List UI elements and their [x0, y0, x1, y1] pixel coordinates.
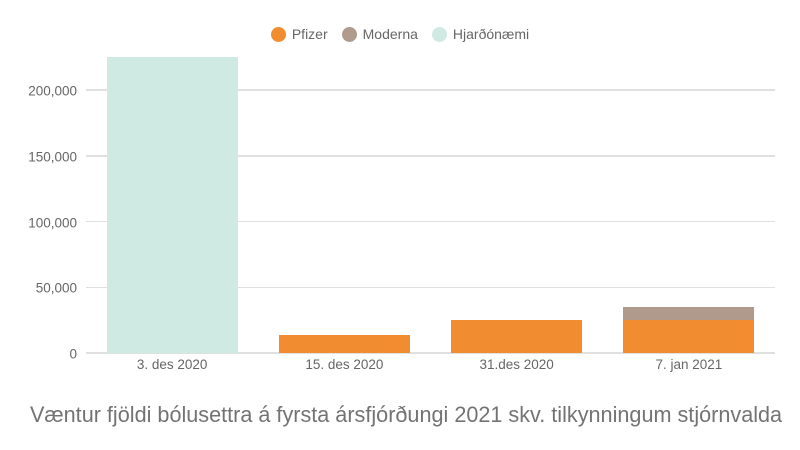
bar-pfizer[interactable]: [623, 320, 755, 353]
bar-moderna[interactable]: [623, 306, 755, 321]
legend-label: Pfizer: [291, 26, 328, 42]
legend-label: Moderna: [362, 26, 418, 42]
x-tick-label: 3. des 2020: [136, 357, 208, 372]
legend-dot-icon: [431, 26, 447, 42]
plot-area: [86, 0, 775, 354]
gridline: [86, 352, 775, 354]
y-tick-label: 100,000: [28, 215, 77, 230]
gridline: [86, 286, 775, 288]
x-tick-label: 15. des 2020: [305, 357, 384, 372]
chart-legend: Pfizer Moderna Hjarðónæmi: [0, 24, 800, 44]
gridline: [86, 155, 775, 157]
y-tick-label: 50,000: [35, 280, 77, 296]
chart-title: Væntur fjöldi bólusettra á fyrsta ársfjó…: [30, 402, 783, 427]
legend-dot-icon: [341, 26, 357, 42]
y-tick-label: 200,000: [28, 83, 77, 99]
legend-item-pfizer[interactable]: Pfizer: [270, 26, 328, 42]
legend-item-hjarðónæmi[interactable]: Hjarðónæmi: [431, 26, 530, 42]
bar-hjarðónæmi[interactable]: [106, 57, 238, 353]
y-tick-label: 0: [69, 346, 77, 362]
legend-dot-icon: [270, 26, 286, 42]
y-tick-label: 150,000: [28, 149, 77, 165]
legend-item-moderna[interactable]: Moderna: [341, 26, 418, 42]
x-tick-label: 7. jan 2021: [655, 357, 723, 372]
bar-pfizer[interactable]: [278, 334, 410, 353]
legend-label: Hjarðónæmi: [452, 26, 530, 42]
gridline: [86, 89, 775, 91]
x-tick-label: 31.des 2020: [479, 357, 554, 372]
gridline: [86, 220, 775, 223]
bar-pfizer[interactable]: [451, 320, 583, 353]
